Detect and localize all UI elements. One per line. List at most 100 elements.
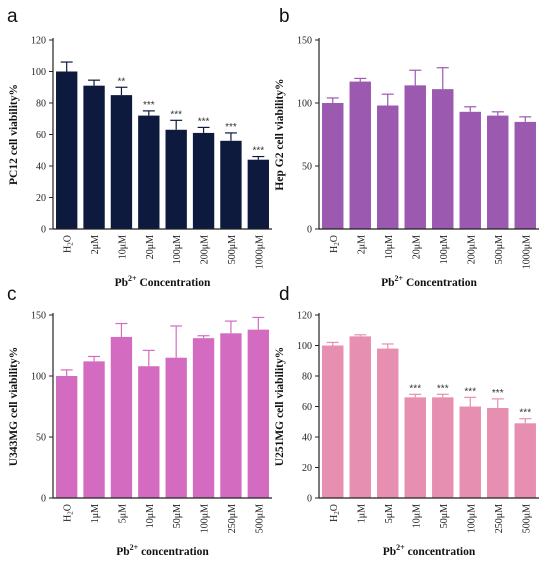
error-bar-5 [464,106,477,112]
error-bar-5 [197,335,210,339]
x-tick-label-6: 250μM [494,504,505,533]
x-tick-label-4: 100μM [172,235,183,264]
significance-label-6: *** [492,388,504,399]
y-tick-label-5: 100 [297,341,312,352]
x-tick-label-2: 5μM [117,504,128,523]
y-tick-label-0: 0 [307,494,312,505]
x-tick-label-3: 10μM [145,504,156,528]
bar-5 [459,111,481,229]
bar-0 [56,376,78,498]
bar-0 [56,71,78,229]
y-tick-label-4: 80 [36,99,46,110]
x-tick-label-0: H2O [63,235,75,253]
error-bar-2 [115,86,128,96]
x-tick-label-5: 100μM [466,504,477,533]
bar-0 [322,103,344,229]
error-bar-6 [491,111,504,116]
y-tick-label-5: 100 [31,67,46,78]
significance-label-7: *** [519,408,531,419]
x-tick-label-0: H2O [63,504,75,522]
y-tick-label-0: 0 [41,494,46,505]
y-tick-label-2: 100 [297,99,312,110]
bar-4 [432,89,454,229]
x-tick-label-3: 10μM [411,504,422,528]
y-tick-label-3: 60 [36,130,46,141]
panel-letter: b [279,6,290,27]
x-axis-title: Pb2+ Concentration [115,274,211,289]
bar-2 [110,95,133,229]
bar-2 [377,348,399,498]
y-axis-title: PC12 cell viability% [8,84,20,185]
bar-3 [404,397,426,498]
y-tick-label-1: 20 [302,463,312,474]
y-tick-label-3: 150 [31,311,46,322]
bar-4 [165,129,187,229]
x-tick-label-4: 50μM [172,504,183,528]
panel-letter: a [7,6,18,27]
x-tick-label-3: 20μM [411,235,422,259]
bar-7 [247,159,269,229]
error-bar-3 [142,110,155,116]
x-tick-label-5: 200μM [200,235,211,264]
error-bar-1 [88,355,101,362]
x-tick-label-7: 500μM [254,504,265,533]
bar-4 [432,397,454,498]
y-tick-label-4: 80 [302,372,312,383]
x-tick-label-0: H2O [329,504,341,522]
significance-label-6: *** [225,122,237,133]
error-bar-4 [170,325,183,358]
bar-5 [192,338,215,498]
x-tick-label-1: 1μM [90,504,101,523]
bar-3 [138,366,160,498]
x-tick-label-6: 500μM [227,235,238,264]
error-bar-3 [409,393,422,398]
bar-6 [487,408,509,498]
x-tick-label-1: 2μM [90,235,101,254]
x-axis-title: Pb2+ concentration [383,543,476,558]
significance-label-7: *** [252,146,264,157]
chart-panel-c: c H2O 1μM 5μM 10μM 50μM 100μM 250μM 500μM 0 50 100 1… [7,284,272,558]
bar-1 [349,81,371,229]
bar-6 [220,140,242,229]
error-bar-0 [60,369,73,376]
x-tick-label-0: H2O [329,235,341,253]
error-bar-0 [60,61,73,72]
y-tick-label-2: 40 [302,433,312,444]
error-bar-1 [88,79,101,86]
x-tick-label-4: 50μM [439,504,450,528]
error-bar-7 [252,316,265,330]
significance-label-2: ** [118,76,126,87]
panel-letter: d [279,284,290,305]
chart-panel-d: d H2O 1μM 5μM *** 10μM *** 50μM *** 100μM *** 250μM… [274,284,539,558]
error-bar-6 [491,398,504,409]
y-tick-label-3: 60 [302,402,312,413]
x-tick-label-7: 1000μM [521,235,532,269]
y-tick-label-6: 120 [31,36,46,47]
y-tick-label-1: 50 [36,433,46,444]
bar-7 [514,121,536,229]
y-axis-title: U251MG cell viability% [274,347,286,466]
significance-label-4: *** [170,109,182,120]
x-tick-label-4: 100μM [439,235,450,264]
error-bar-7 [252,155,265,160]
y-tick-label-1: 50 [302,162,312,173]
x-tick-label-1: 1μM [356,504,367,523]
y-tick-label-6: 120 [297,311,312,322]
panel-letter: c [7,284,17,305]
bar-1 [83,85,105,229]
error-bar-3 [409,69,422,86]
x-tick-label-7: 1000μM [254,235,265,269]
x-tick-label-5: 200μM [466,235,477,264]
bar-3 [138,115,160,229]
significance-label-4: *** [437,383,449,394]
bar-1 [83,361,105,498]
x-axis-title: Pb2+ Concentration [381,274,477,289]
error-bar-4 [436,393,449,398]
bar-3 [404,85,426,229]
x-tick-label-2: 10μM [384,235,395,259]
significance-label-3: *** [409,383,421,394]
error-bar-5 [197,126,210,133]
error-bar-0 [326,341,339,346]
x-tick-label-3: 20μM [145,235,156,259]
